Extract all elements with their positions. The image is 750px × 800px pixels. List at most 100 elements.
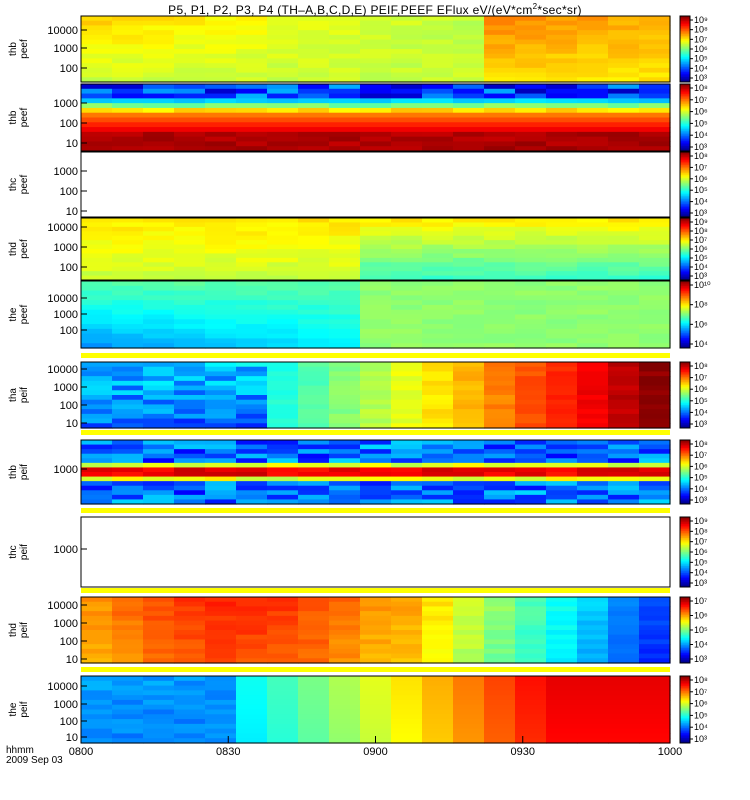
spectrogram-cell [267, 290, 299, 296]
spectrogram-cell [422, 738, 454, 744]
spectrogram-cell [112, 699, 144, 706]
spectrogram-cell [453, 72, 485, 78]
spectrogram-cell [329, 44, 361, 50]
spectrogram-cell [515, 611, 547, 617]
spectrogram-cell [639, 371, 671, 377]
colorbar-segment [680, 168, 690, 171]
spectrogram-cell [453, 77, 485, 83]
spectrogram-cell [639, 44, 671, 50]
spectrogram-cell [360, 131, 392, 138]
spectrogram-cell [143, 728, 175, 735]
spectrogram-cell [546, 440, 578, 446]
colorbar-segment [680, 571, 690, 574]
spectrogram-cell [298, 418, 330, 424]
spectrogram-cell [112, 285, 144, 292]
spectrogram-cell [608, 262, 640, 268]
spectrogram-cell [174, 281, 206, 287]
spectrogram-cell [267, 472, 299, 478]
spectrogram-cell [236, 644, 268, 650]
spectrogram-cell [453, 472, 485, 478]
spectrogram-cell [267, 122, 299, 128]
spectrogram-cell [360, 319, 392, 325]
spectrogram-cell [453, 723, 485, 730]
colorbar-segment [680, 269, 690, 272]
spectrogram-cell [236, 719, 268, 725]
colorbar-segment [680, 396, 690, 399]
spectrogram-cell [81, 490, 113, 496]
spectrogram-cell [577, 98, 609, 104]
spectrogram-cell [298, 615, 330, 622]
spectrogram-cell [360, 390, 392, 396]
spectrogram-cell [112, 49, 144, 55]
spectrogram-cell [112, 20, 144, 27]
spectrogram-cell [143, 444, 175, 450]
colorbar-segment [680, 309, 690, 312]
colorbar-segment [680, 380, 690, 383]
spectrogram-cell [360, 476, 392, 482]
spectrogram-cell [608, 390, 640, 396]
colorbar-segment [680, 497, 690, 500]
colorbar-segment [680, 135, 690, 139]
spectrogram-cell [484, 597, 516, 603]
spectrogram-cell [81, 88, 113, 95]
spectrogram-cell [236, 390, 268, 396]
spectrogram-cell [174, 53, 206, 60]
spectrogram-cell [422, 499, 454, 505]
spectrogram-cell [236, 39, 268, 45]
colorbar-segment [680, 230, 690, 233]
spectrogram-cell [639, 103, 671, 109]
spectrogram-cell [515, 319, 547, 325]
colorbar-segment [680, 127, 690, 130]
spectrogram-cell [546, 418, 578, 424]
spectrogram-cell [298, 728, 330, 735]
spectrogram-cell [639, 390, 671, 396]
y-tick-label: 1000 [54, 699, 78, 711]
spectrogram-cell [453, 733, 485, 739]
spectrogram-cell [81, 719, 113, 725]
spectrogram-cell [577, 699, 609, 706]
spectrogram-cell [329, 25, 361, 31]
spectrogram-cell [298, 634, 330, 641]
colorbar-segment [680, 119, 690, 122]
spectrogram-cell [298, 685, 330, 691]
spectrogram-cell [515, 615, 547, 622]
probe-label: thc [8, 545, 19, 558]
spectrogram-cell [81, 16, 113, 22]
spectrogram-cell [484, 98, 516, 104]
colorbar-segment [680, 176, 690, 179]
spectrogram-cell [546, 499, 578, 505]
colorbar-segment [680, 638, 690, 641]
spectrogram-cell [639, 117, 671, 123]
colorbar-segment [680, 250, 690, 253]
y-tick-label: 100 [60, 186, 78, 198]
spectrogram-cell [205, 685, 237, 691]
spectrogram-cell [453, 275, 485, 281]
spectrogram-cell [298, 63, 330, 69]
spectrogram-cell [81, 309, 113, 316]
spectrogram-cell [360, 98, 392, 104]
spectrogram-cell [329, 304, 361, 311]
colorbar-segment [680, 256, 690, 259]
spectrogram-cell [484, 253, 516, 259]
spectrogram-cell [577, 63, 609, 69]
spectrogram-cell [484, 462, 516, 469]
spectrogram-cell [298, 275, 330, 281]
colorbar-label: 10⁸ [694, 226, 708, 236]
spectrogram-cell [329, 499, 361, 505]
colorbar-segment [680, 545, 690, 548]
spectrogram-cell [391, 404, 423, 410]
colorbar-segment [680, 585, 690, 588]
spectrogram-cell [391, 222, 423, 228]
spectrogram-cell [453, 319, 485, 325]
spectrogram-cell [267, 309, 299, 316]
spectrogram-cell [143, 440, 175, 446]
colorbar-segment [680, 483, 690, 486]
spectrogram-cell [329, 103, 361, 109]
spectrogram-cell [422, 366, 454, 373]
spectrogram-cell [577, 481, 609, 487]
colorbar-segment [680, 187, 690, 190]
colorbar-segment [680, 239, 690, 242]
colorbar-segment [680, 205, 690, 208]
colorbar-segment [680, 451, 690, 454]
